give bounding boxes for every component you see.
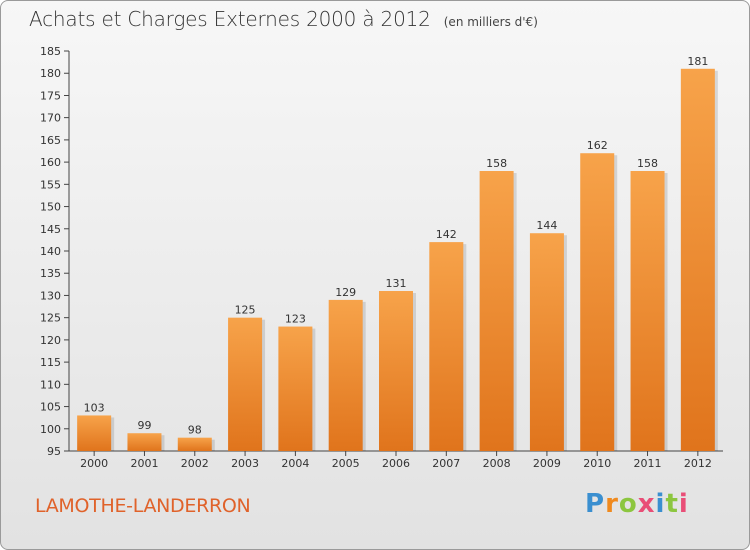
bar <box>177 437 212 451</box>
bar <box>630 171 665 451</box>
bar-value-label: 142 <box>436 228 457 241</box>
logo-letter: x <box>637 489 656 519</box>
y-tick-label: 110 <box>40 378 61 391</box>
bar <box>529 233 564 451</box>
y-tick-label: 95 <box>47 445 61 458</box>
chart-title-text: Achats et Charges Externes 2000 à 2012 <box>29 7 431 31</box>
y-tick-label: 100 <box>40 423 61 436</box>
logo-letter: o <box>618 489 638 519</box>
y-tick-label: 115 <box>40 356 61 369</box>
bar <box>580 153 615 451</box>
bar <box>379 291 413 451</box>
x-tick-label: 2008 <box>483 457 511 470</box>
y-tick-label: 125 <box>40 312 61 325</box>
y-tick-label: 105 <box>40 401 61 414</box>
commune-name: LAMOTHE-LANDERRON <box>35 495 251 517</box>
data-labels: 103 99 98 125 123 129 131 142 158 144 162 158 181 <box>84 55 709 437</box>
bar <box>127 433 162 451</box>
x-tick-label: 2010 <box>583 457 611 470</box>
y-tick-label: 120 <box>40 334 61 347</box>
bar-value-label: 123 <box>285 313 306 326</box>
x-axis: 2000 2001 2002 2003 2004 2005 2006 2007 2008 2009… <box>69 450 723 470</box>
y-tick-label: 165 <box>40 134 61 147</box>
bar <box>479 171 514 451</box>
y-axis: 95 100 105 110 115 120 125 130 135 140 145 150 155 16… <box>40 45 70 458</box>
bar-value-label: 99 <box>137 419 151 432</box>
x-tick-label: 2011 <box>634 457 662 470</box>
bar <box>429 242 464 451</box>
bar-value-label: 125 <box>235 304 256 317</box>
bar-value-label: 158 <box>637 157 658 170</box>
y-tick-label: 140 <box>40 245 61 258</box>
bar-value-label: 131 <box>386 277 407 290</box>
bar <box>278 326 313 451</box>
logo-letter: t <box>665 489 679 519</box>
y-tick-label: 145 <box>40 223 61 236</box>
y-tick-label: 180 <box>40 67 61 80</box>
logo-letter: P <box>585 489 606 519</box>
x-tick-label: 2004 <box>281 457 309 470</box>
bars <box>77 68 718 452</box>
x-tick-label: 2000 <box>80 457 108 470</box>
y-tick-label: 185 <box>40 45 61 58</box>
bar-value-label: 129 <box>335 286 356 299</box>
x-tick-label: 2007 <box>432 457 460 470</box>
chart-title: Achats et Charges Externes 2000 à 2012 (… <box>29 7 538 31</box>
bar-value-label: 103 <box>84 401 105 414</box>
x-tick-label: 2001 <box>130 457 158 470</box>
bar-value-label: 158 <box>486 157 507 170</box>
x-tick-label: 2009 <box>533 457 561 470</box>
logo-letter: i <box>678 489 689 519</box>
bar-value-label: 98 <box>188 424 202 437</box>
logo-letter: r <box>605 489 619 519</box>
y-tick-label: 170 <box>40 112 61 125</box>
y-tick-label: 160 <box>40 156 61 169</box>
x-tick-label: 2006 <box>382 457 410 470</box>
x-tick-label: 2005 <box>332 457 360 470</box>
y-tick-label: 130 <box>40 289 61 302</box>
bar <box>680 68 715 452</box>
y-tick-label: 150 <box>40 201 61 214</box>
bar <box>77 415 112 451</box>
x-tick-label: 2012 <box>684 457 712 470</box>
bar <box>328 299 363 451</box>
x-tick-label: 2002 <box>181 457 209 470</box>
y-tick-label: 135 <box>40 267 61 280</box>
bar <box>228 317 263 451</box>
y-tick-label: 155 <box>40 178 61 191</box>
x-tick-label: 2003 <box>231 457 259 470</box>
logo-letter: i <box>655 489 666 519</box>
bar-value-label: 144 <box>536 219 557 232</box>
y-tick-label: 175 <box>40 89 61 102</box>
bar-value-label: 162 <box>587 139 608 152</box>
bar-value-label: 181 <box>687 55 708 68</box>
chart-unit: (en milliers d'€) <box>443 15 538 29</box>
proxiti-logo: Proxiti <box>585 489 689 519</box>
